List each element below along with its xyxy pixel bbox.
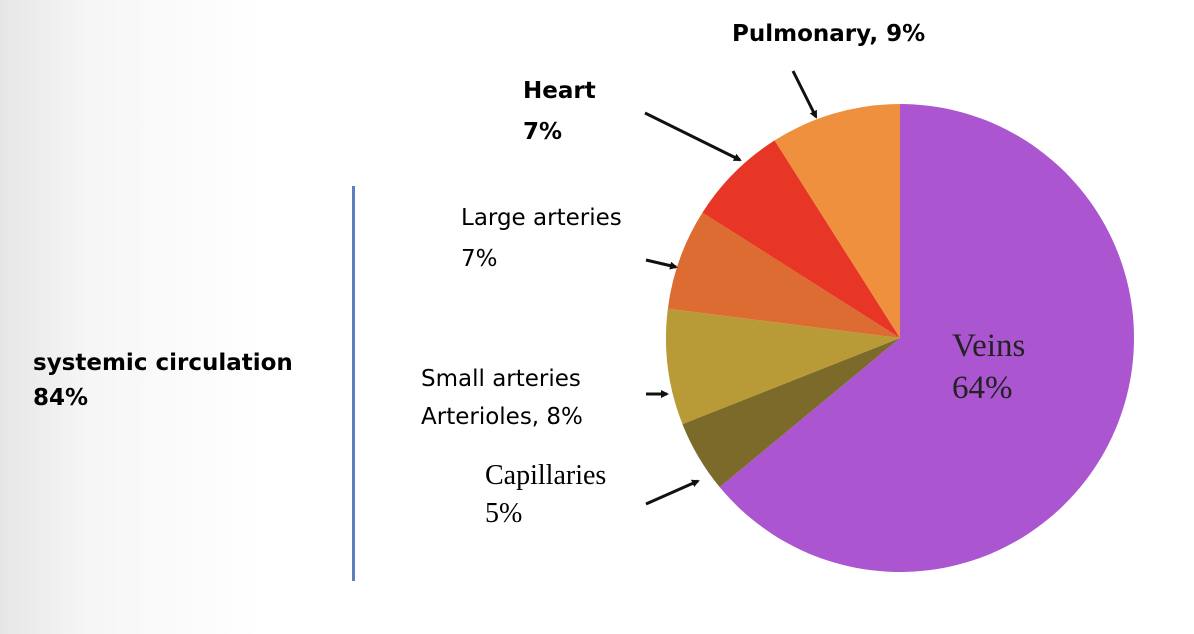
pie-slice-veins xyxy=(719,104,1134,572)
pulmonary-label-text: Pulmonary, 9% xyxy=(732,21,926,47)
pie-slice-capillaries xyxy=(682,338,900,488)
pie-slice-heart xyxy=(702,140,900,338)
leader-arrows xyxy=(644,70,818,506)
pulmonary-label: Pulmonary, 9% xyxy=(732,20,925,49)
large-arteries-arrow xyxy=(645,258,678,270)
pie-slices xyxy=(666,104,1134,572)
systemic-circulation-label: systemic circulation 84% xyxy=(33,346,293,416)
veins-label-title: Veins xyxy=(952,328,1026,364)
veins-label: Veins 64% xyxy=(952,325,1025,409)
systemic-circulation-title: systemic circulation xyxy=(33,350,293,376)
capillaries-label-title: Capillaries xyxy=(485,460,607,491)
capillaries-arrow xyxy=(645,479,700,506)
pulmonary-arrow xyxy=(791,70,818,119)
systemic-circulation-value: 84% xyxy=(33,385,89,411)
heart-label-value: 7% xyxy=(523,119,563,145)
veins-label-value: 64% xyxy=(952,370,1013,406)
heart-label-title: Heart xyxy=(523,78,596,104)
heart-arrow xyxy=(644,111,742,162)
heart-label: Heart 7% xyxy=(523,71,596,153)
small-arteries-label: Small arteries Arterioles, 8% xyxy=(421,360,583,436)
pie-slice-large-arteries xyxy=(667,212,900,338)
systemic-bracket-line xyxy=(352,186,355,581)
large-arteries-label-value: 7% xyxy=(461,246,498,272)
pie-slice-pulmonary xyxy=(774,104,900,338)
capillaries-label-value: 5% xyxy=(485,498,523,529)
small-arteries-label-value: Arterioles, 8% xyxy=(421,404,583,430)
pie-slice-small-arteries-arterioles xyxy=(666,308,900,425)
small-arteries-label-title: Small arteries xyxy=(421,366,581,392)
capillaries-label: Capillaries 5% xyxy=(485,457,606,533)
large-arteries-label-title: Large arteries xyxy=(461,205,622,231)
large-arteries-label: Large arteries 7% xyxy=(461,198,622,280)
